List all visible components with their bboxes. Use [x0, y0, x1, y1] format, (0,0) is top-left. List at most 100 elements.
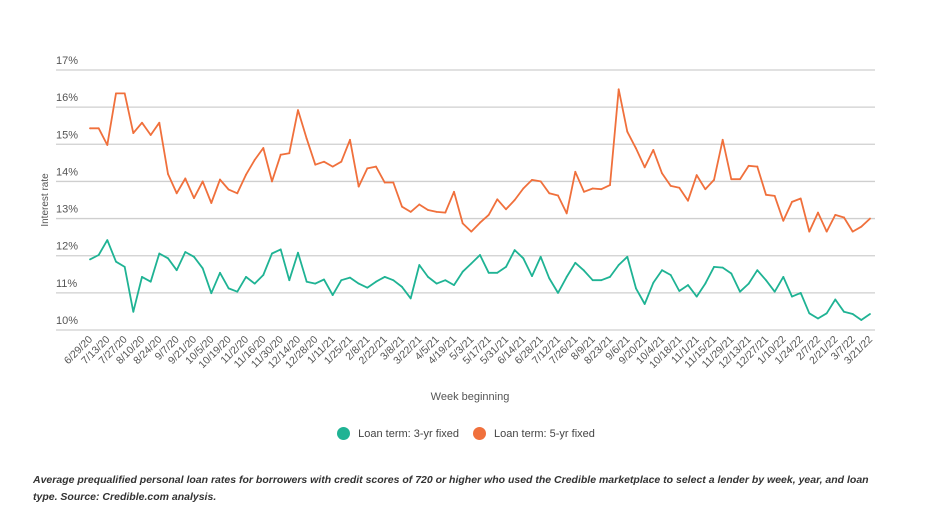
data-point: [418, 203, 421, 206]
data-point: [245, 275, 247, 278]
data-point: [271, 180, 273, 183]
legend-dot-icon: [337, 427, 351, 440]
data-point: [201, 267, 204, 270]
data-point: [652, 281, 655, 284]
data-point: [435, 282, 438, 285]
data-point: [461, 270, 464, 273]
data-point: [678, 290, 681, 292]
data-point: [271, 252, 273, 255]
data-point: [739, 178, 741, 181]
data-point: [227, 188, 230, 191]
data-point: [860, 319, 863, 321]
data-point: [496, 271, 499, 274]
data-point: [513, 199, 516, 201]
data-point: [184, 251, 187, 253]
data-point: [600, 188, 603, 191]
data-point: [262, 147, 265, 149]
data-point: [210, 202, 213, 204]
data-point: [661, 269, 663, 272]
data-point: [843, 310, 845, 313]
data-point: [739, 290, 741, 293]
data-point: [340, 160, 343, 163]
data-point: [201, 180, 204, 183]
data-point: [565, 212, 568, 215]
data-point: [574, 170, 577, 173]
data-point: [262, 274, 265, 276]
data-point: [791, 295, 793, 298]
data-point: [730, 178, 733, 181]
data-point: [427, 209, 429, 211]
legend-item-3yr[interactable]: Loan term: 3-yr fixed: [337, 427, 459, 440]
y-tick-label: 11%: [56, 278, 77, 290]
data-point: [479, 221, 481, 224]
data-point: [314, 163, 317, 166]
data-point: [747, 164, 750, 167]
y-tick-label: 16%: [56, 92, 78, 104]
data-point: [470, 230, 473, 233]
line-chart: 10% 11% 12% 13% 14% 15% 16% 17% 6/29/207/13/207…: [40, 55, 875, 403]
data-point: [331, 294, 334, 296]
data-point: [851, 313, 854, 315]
x-axis-label: Week beginning: [431, 391, 510, 403]
data-point: [557, 194, 559, 197]
data-point: [383, 275, 386, 278]
data-point: [366, 286, 369, 289]
x-axis-ticks: 6/29/207/13/207/27/208/10/208/24/209/7/2…: [62, 334, 875, 372]
legend: Loan term: 3-yr fixed Loan term: 5-yr fi…: [0, 427, 932, 440]
data-point: [305, 280, 308, 283]
data-point: [574, 261, 577, 264]
data-point: [609, 184, 611, 187]
data-point: [704, 188, 707, 191]
data-point: [505, 265, 507, 268]
data-point: [253, 158, 256, 161]
data-point: [843, 216, 845, 219]
data-point: [799, 197, 802, 200]
data-point: [357, 185, 360, 188]
data-point: [687, 284, 689, 286]
data-point: [756, 269, 759, 272]
data-point: [557, 291, 559, 294]
data-point: [383, 181, 386, 184]
data-point: [167, 173, 169, 175]
data-point: [730, 272, 733, 275]
data-point: [652, 148, 655, 151]
data-point: [522, 257, 525, 260]
legend-item-5yr[interactable]: Loan term: 5-yr fixed: [473, 427, 595, 440]
series-line-3yr: [89, 239, 871, 321]
data-point: [106, 144, 109, 146]
data-point: [782, 219, 785, 222]
data-point: [869, 313, 871, 315]
y-axis-ticks: 10% 11% 12% 13% 14% 15% 16% 17%: [56, 55, 78, 327]
series-line-5yr: [90, 88, 871, 233]
data-point: [617, 88, 620, 91]
data-point: [808, 312, 811, 315]
data-point: [721, 138, 724, 141]
y-tick-label: 13%: [56, 204, 78, 216]
data-point: [97, 254, 100, 256]
data-point: [713, 265, 715, 268]
data-point: [643, 166, 646, 169]
data-point: [115, 92, 117, 95]
data-point: [89, 127, 91, 130]
data-point: [435, 210, 438, 213]
data-point: [340, 279, 343, 282]
data-point: [669, 274, 672, 276]
data-point: [461, 222, 464, 225]
data-point: [470, 262, 473, 265]
data-point: [635, 147, 637, 150]
data-point: [123, 265, 126, 268]
data-point: [747, 282, 750, 285]
data-point: [565, 275, 568, 278]
data-point: [444, 211, 447, 214]
data-point: [418, 264, 421, 266]
data-point: [97, 127, 100, 130]
data-point: [175, 192, 178, 195]
data-point: [600, 279, 603, 282]
data-point: [661, 172, 663, 175]
y-tick-label: 14%: [56, 166, 78, 178]
data-point: [834, 298, 837, 301]
data-point: [583, 190, 585, 193]
data-point: [773, 290, 776, 293]
data-point: [115, 260, 117, 263]
data-point: [219, 271, 221, 274]
